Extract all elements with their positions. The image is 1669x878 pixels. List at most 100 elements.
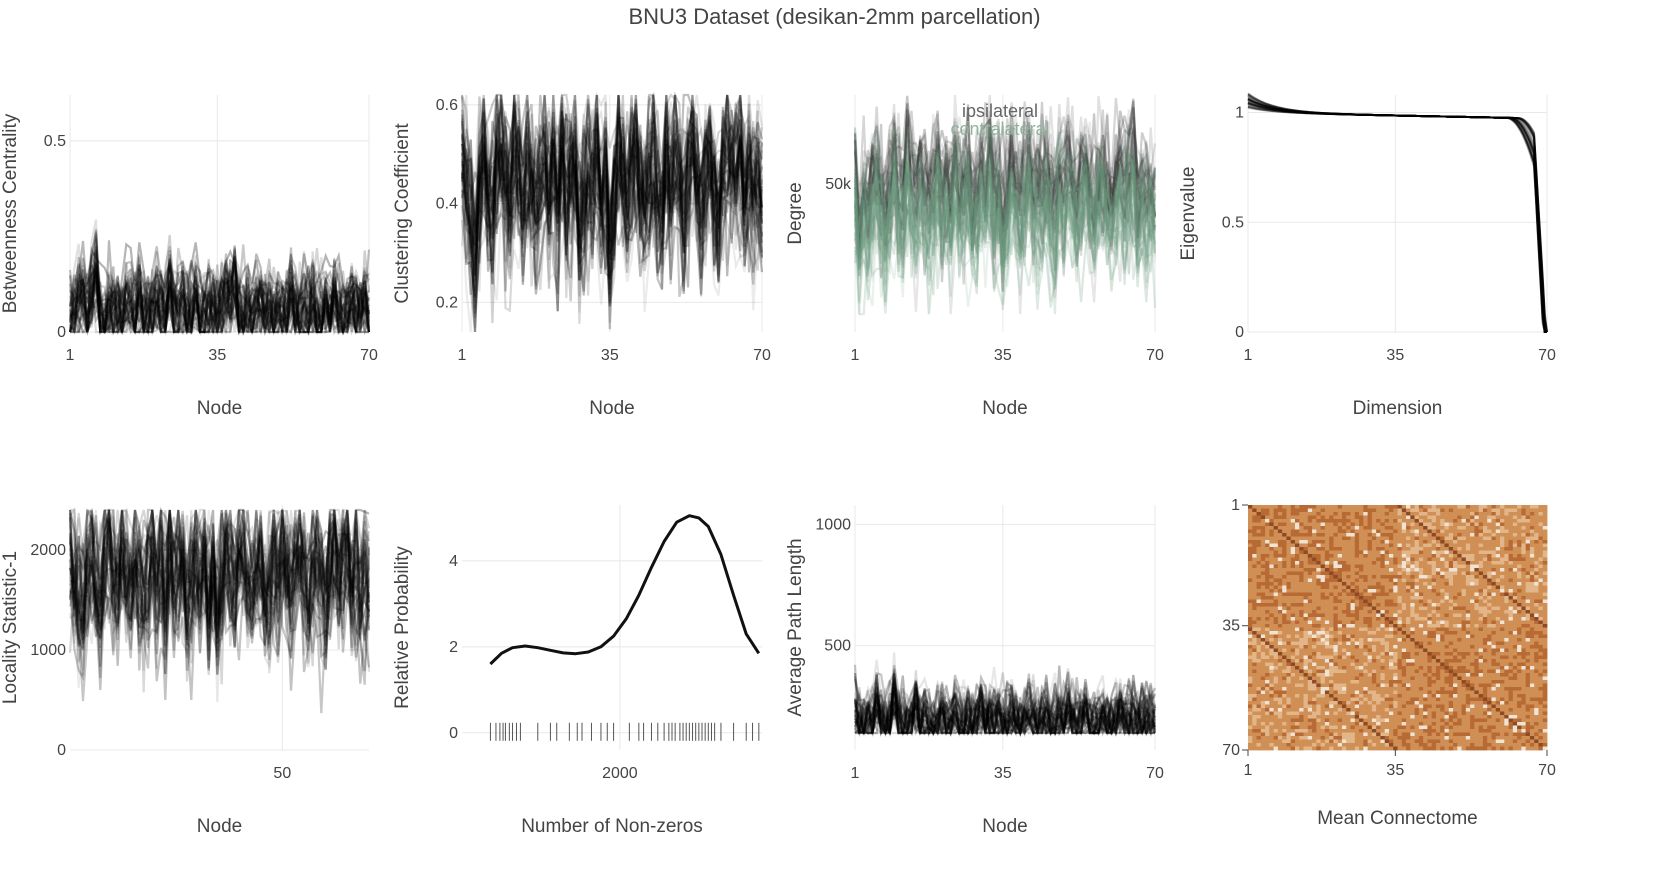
- heatmap-cell: [1269, 704, 1275, 709]
- heatmap-cell: [1504, 704, 1509, 709]
- heatmap-cell: [1521, 603, 1527, 607]
- heatmap-cell: [1435, 561, 1441, 565]
- heatmap-cell: [1307, 729, 1313, 733]
- heatmap-cell: [1350, 610, 1356, 614]
- heatmap-cell: [1457, 701, 1462, 705]
- heatmap-cell: [1260, 683, 1266, 688]
- heatmap-cell: [1371, 697, 1377, 702]
- contralateral-series-line: [853, 126, 1156, 283]
- heatmap-cell: [1307, 554, 1313, 558]
- heatmap-cell: [1384, 683, 1390, 688]
- heatmap-cell: [1478, 603, 1484, 607]
- heatmap-cell: [1423, 599, 1428, 604]
- heatmap-cell: [1542, 701, 1548, 705]
- heatmap-cell: [1354, 575, 1360, 579]
- heatmap-cell: [1384, 669, 1390, 674]
- heatmap-cell: [1461, 708, 1467, 712]
- heatmap-cell: [1341, 638, 1347, 642]
- heatmap-cell: [1534, 582, 1539, 586]
- heatmap-cell: [1418, 617, 1424, 621]
- heatmap-cell: [1367, 610, 1373, 614]
- heatmap-cell: [1277, 508, 1283, 513]
- locality-series-line: [68, 508, 371, 632]
- heatmap-cell: [1388, 655, 1394, 660]
- heatmap-cell: [1440, 529, 1445, 534]
- heatmap-cell: [1371, 627, 1377, 632]
- heatmap-cell: [1461, 522, 1467, 527]
- heatmap-cell: [1273, 662, 1279, 667]
- heatmap-cell: [1521, 519, 1527, 523]
- heatmap-cell: [1307, 533, 1313, 537]
- heatmap-cell: [1380, 617, 1386, 621]
- heatmap-cell: [1320, 715, 1326, 719]
- heatmap-cell: [1470, 596, 1475, 600]
- heatmap-cell: [1414, 641, 1420, 646]
- heatmap-cell: [1525, 687, 1531, 691]
- heatmap-cell: [1265, 610, 1270, 614]
- heatmap-cell: [1512, 599, 1518, 604]
- heatmap-cell: [1248, 676, 1253, 681]
- heatmap-cell: [1324, 613, 1330, 618]
- heatmap-cell: [1320, 690, 1326, 695]
- heatmap-cell: [1248, 550, 1253, 555]
- heatmap-cell: [1346, 547, 1351, 551]
- heatmap-cell: [1482, 652, 1488, 656]
- heatmap-cell: [1418, 704, 1424, 709]
- heatmap-cell: [1423, 718, 1428, 723]
- heatmap-cell: [1470, 561, 1475, 565]
- heatmap-cell: [1341, 725, 1347, 730]
- heatmap-cell: [1316, 529, 1322, 534]
- heatmap-cell: [1294, 669, 1300, 674]
- heatmap-cell: [1286, 708, 1292, 712]
- heatmap-cell: [1273, 634, 1279, 639]
- heatmap-cell: [1337, 680, 1343, 684]
- heatmap-cell: [1299, 634, 1304, 639]
- heatmap-cell: [1307, 645, 1313, 649]
- betweenness-series-line: [69, 262, 371, 337]
- heatmap-cell: [1453, 711, 1458, 716]
- heatmap-cell: [1286, 554, 1292, 558]
- heatmap-cell: [1359, 631, 1364, 635]
- heatmap-cell: [1453, 690, 1458, 695]
- heatmap-cell: [1256, 652, 1262, 656]
- heatmap-cell: [1354, 550, 1360, 555]
- heatmap-cell: [1286, 582, 1292, 586]
- heatmap-cell: [1470, 585, 1475, 590]
- heatmap-cell: [1307, 631, 1313, 635]
- heatmap-cell: [1538, 515, 1544, 520]
- eigenvalue-series-line: [1247, 95, 1547, 333]
- heatmap-cell: [1256, 718, 1262, 723]
- heatmap-cell: [1299, 708, 1304, 712]
- heatmap-cell: [1517, 568, 1522, 572]
- heatmap-cell: [1444, 596, 1450, 600]
- heatmap-cell: [1294, 687, 1300, 691]
- heatmap-cell: [1461, 676, 1467, 681]
- heatmap-cell: [1397, 725, 1403, 730]
- heatmap-cell: [1448, 683, 1454, 688]
- heatmap-cell: [1376, 519, 1381, 523]
- heatmap-cell: [1500, 673, 1505, 677]
- heatmap-cell: [1333, 690, 1339, 695]
- heatmap-cell: [1273, 627, 1279, 632]
- heatmap-cell: [1542, 592, 1548, 597]
- heatmap-cell: [1341, 641, 1347, 646]
- heatmap-cell: [1470, 606, 1475, 611]
- heatmap-cell: [1457, 645, 1462, 649]
- pathlength-series-line: [853, 674, 1156, 738]
- heatmap-cell: [1312, 603, 1317, 607]
- heatmap-cell: [1269, 575, 1275, 579]
- heatmap-cell: [1324, 652, 1330, 656]
- heatmap-cell: [1329, 669, 1334, 674]
- heatmap-cell: [1512, 617, 1518, 621]
- heatmap-cell: [1260, 617, 1266, 621]
- heatmap-cell: [1294, 680, 1300, 684]
- heatmap-cell: [1431, 669, 1437, 674]
- heatmap-cell: [1359, 680, 1364, 684]
- heatmap-cell: [1337, 575, 1343, 579]
- heatmap-cell: [1440, 557, 1445, 562]
- heatmap-cell: [1299, 592, 1304, 597]
- heatmap-cell: [1290, 704, 1296, 709]
- heatmap-cell: [1478, 540, 1484, 544]
- heatmap-cell: [1312, 683, 1317, 688]
- heatmap-cell: [1320, 564, 1326, 569]
